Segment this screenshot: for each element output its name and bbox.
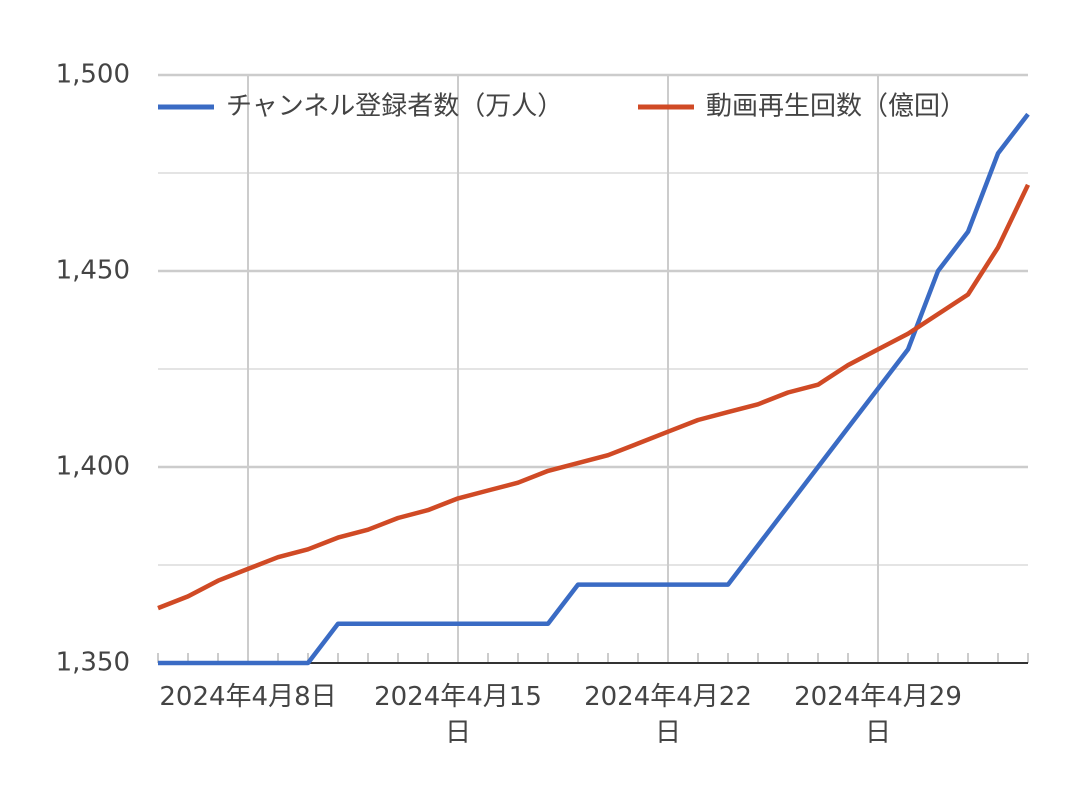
series-line: [157, 183, 1031, 611]
x-tick-label: 2024年4月8日: [159, 682, 337, 712]
y-tick-label: 1,500: [56, 60, 130, 90]
x-tick-label: 2024年4月15日: [374, 682, 542, 748]
series-line: [158, 112, 1030, 666]
y-tick-label: 1,450: [56, 256, 130, 286]
y-tick-label: 1,350: [56, 648, 130, 678]
x-tick-label: 2024年4月22日: [584, 682, 752, 748]
legend-label: チャンネル登録者数（万人）: [226, 92, 563, 122]
y-tick-label: 1,400: [56, 452, 130, 482]
legend-label: 動画再生回数（億回）: [706, 92, 966, 122]
x-tick-label: 2024年4月29日: [794, 682, 962, 748]
